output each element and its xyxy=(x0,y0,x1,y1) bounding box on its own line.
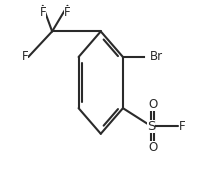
Text: S: S xyxy=(147,120,155,133)
Text: F: F xyxy=(22,51,28,63)
Text: F: F xyxy=(179,120,186,133)
Text: O: O xyxy=(148,141,157,154)
Text: F: F xyxy=(64,6,71,19)
Text: O: O xyxy=(148,98,157,111)
Text: Br: Br xyxy=(150,51,163,63)
Text: F: F xyxy=(40,6,46,19)
